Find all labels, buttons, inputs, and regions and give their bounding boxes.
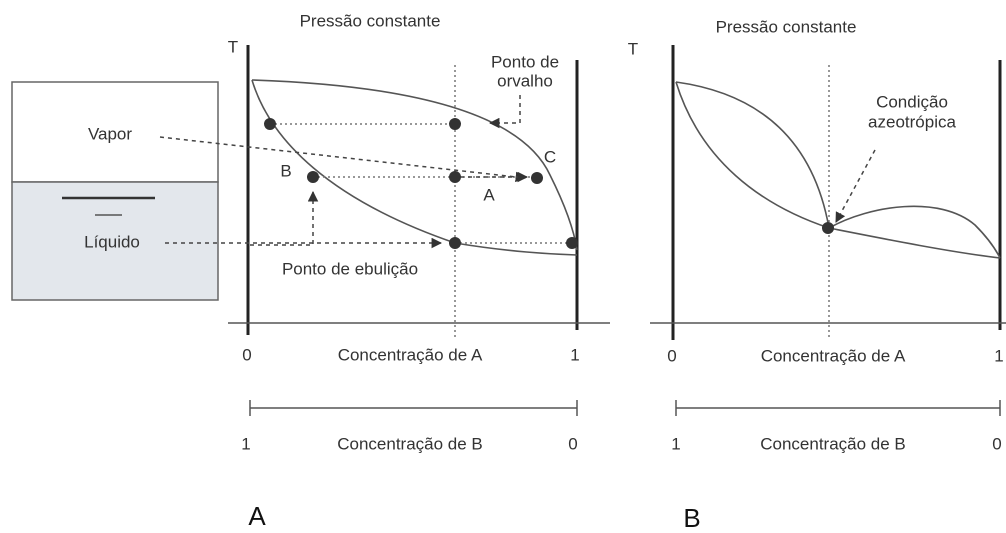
point-label: C xyxy=(544,147,556,166)
axis-end-label: 1 xyxy=(671,434,680,453)
axis-symbol: T xyxy=(228,37,238,56)
axis-end-label: 1 xyxy=(570,345,579,364)
vapor-label: Vapor xyxy=(88,124,132,143)
boiling-point-label: Ponto de ebulição xyxy=(282,259,418,278)
container xyxy=(11,81,219,301)
liquid-label: Líquido xyxy=(84,232,140,251)
axis-label: Concentração de B xyxy=(760,434,906,453)
axis-label: Concentração de B xyxy=(337,434,483,453)
axis-end-label: 0 xyxy=(667,346,676,365)
dew-point-label: Ponto de xyxy=(491,52,559,71)
panel-a: Pressão constante T Ponto de orvalho Vap… xyxy=(84,11,610,531)
axis-symbol: T xyxy=(628,39,638,58)
axis-end-label: 0 xyxy=(568,434,577,453)
point-label: B xyxy=(280,161,291,180)
panel-b: Pressão constante T Condição azeotrópica… xyxy=(628,17,1006,533)
axis-end-label: 0 xyxy=(992,434,1001,453)
title: Pressão constante xyxy=(300,11,441,30)
title: Pressão constante xyxy=(716,17,857,36)
axis-end-label: 1 xyxy=(241,434,250,453)
caption: A xyxy=(248,501,266,531)
axis-end-label: 1 xyxy=(994,346,1003,365)
point-label: A xyxy=(483,185,495,204)
azeotrope-label: azeotrópica xyxy=(868,112,956,131)
dew-point-label: orvalho xyxy=(497,71,553,90)
axis-end-label: 0 xyxy=(242,345,251,364)
caption: B xyxy=(683,503,700,533)
azeotrope-label: Condição xyxy=(876,92,948,111)
axis-label: Concentração de A xyxy=(761,346,906,365)
axis-label: Concentração de A xyxy=(338,345,483,364)
